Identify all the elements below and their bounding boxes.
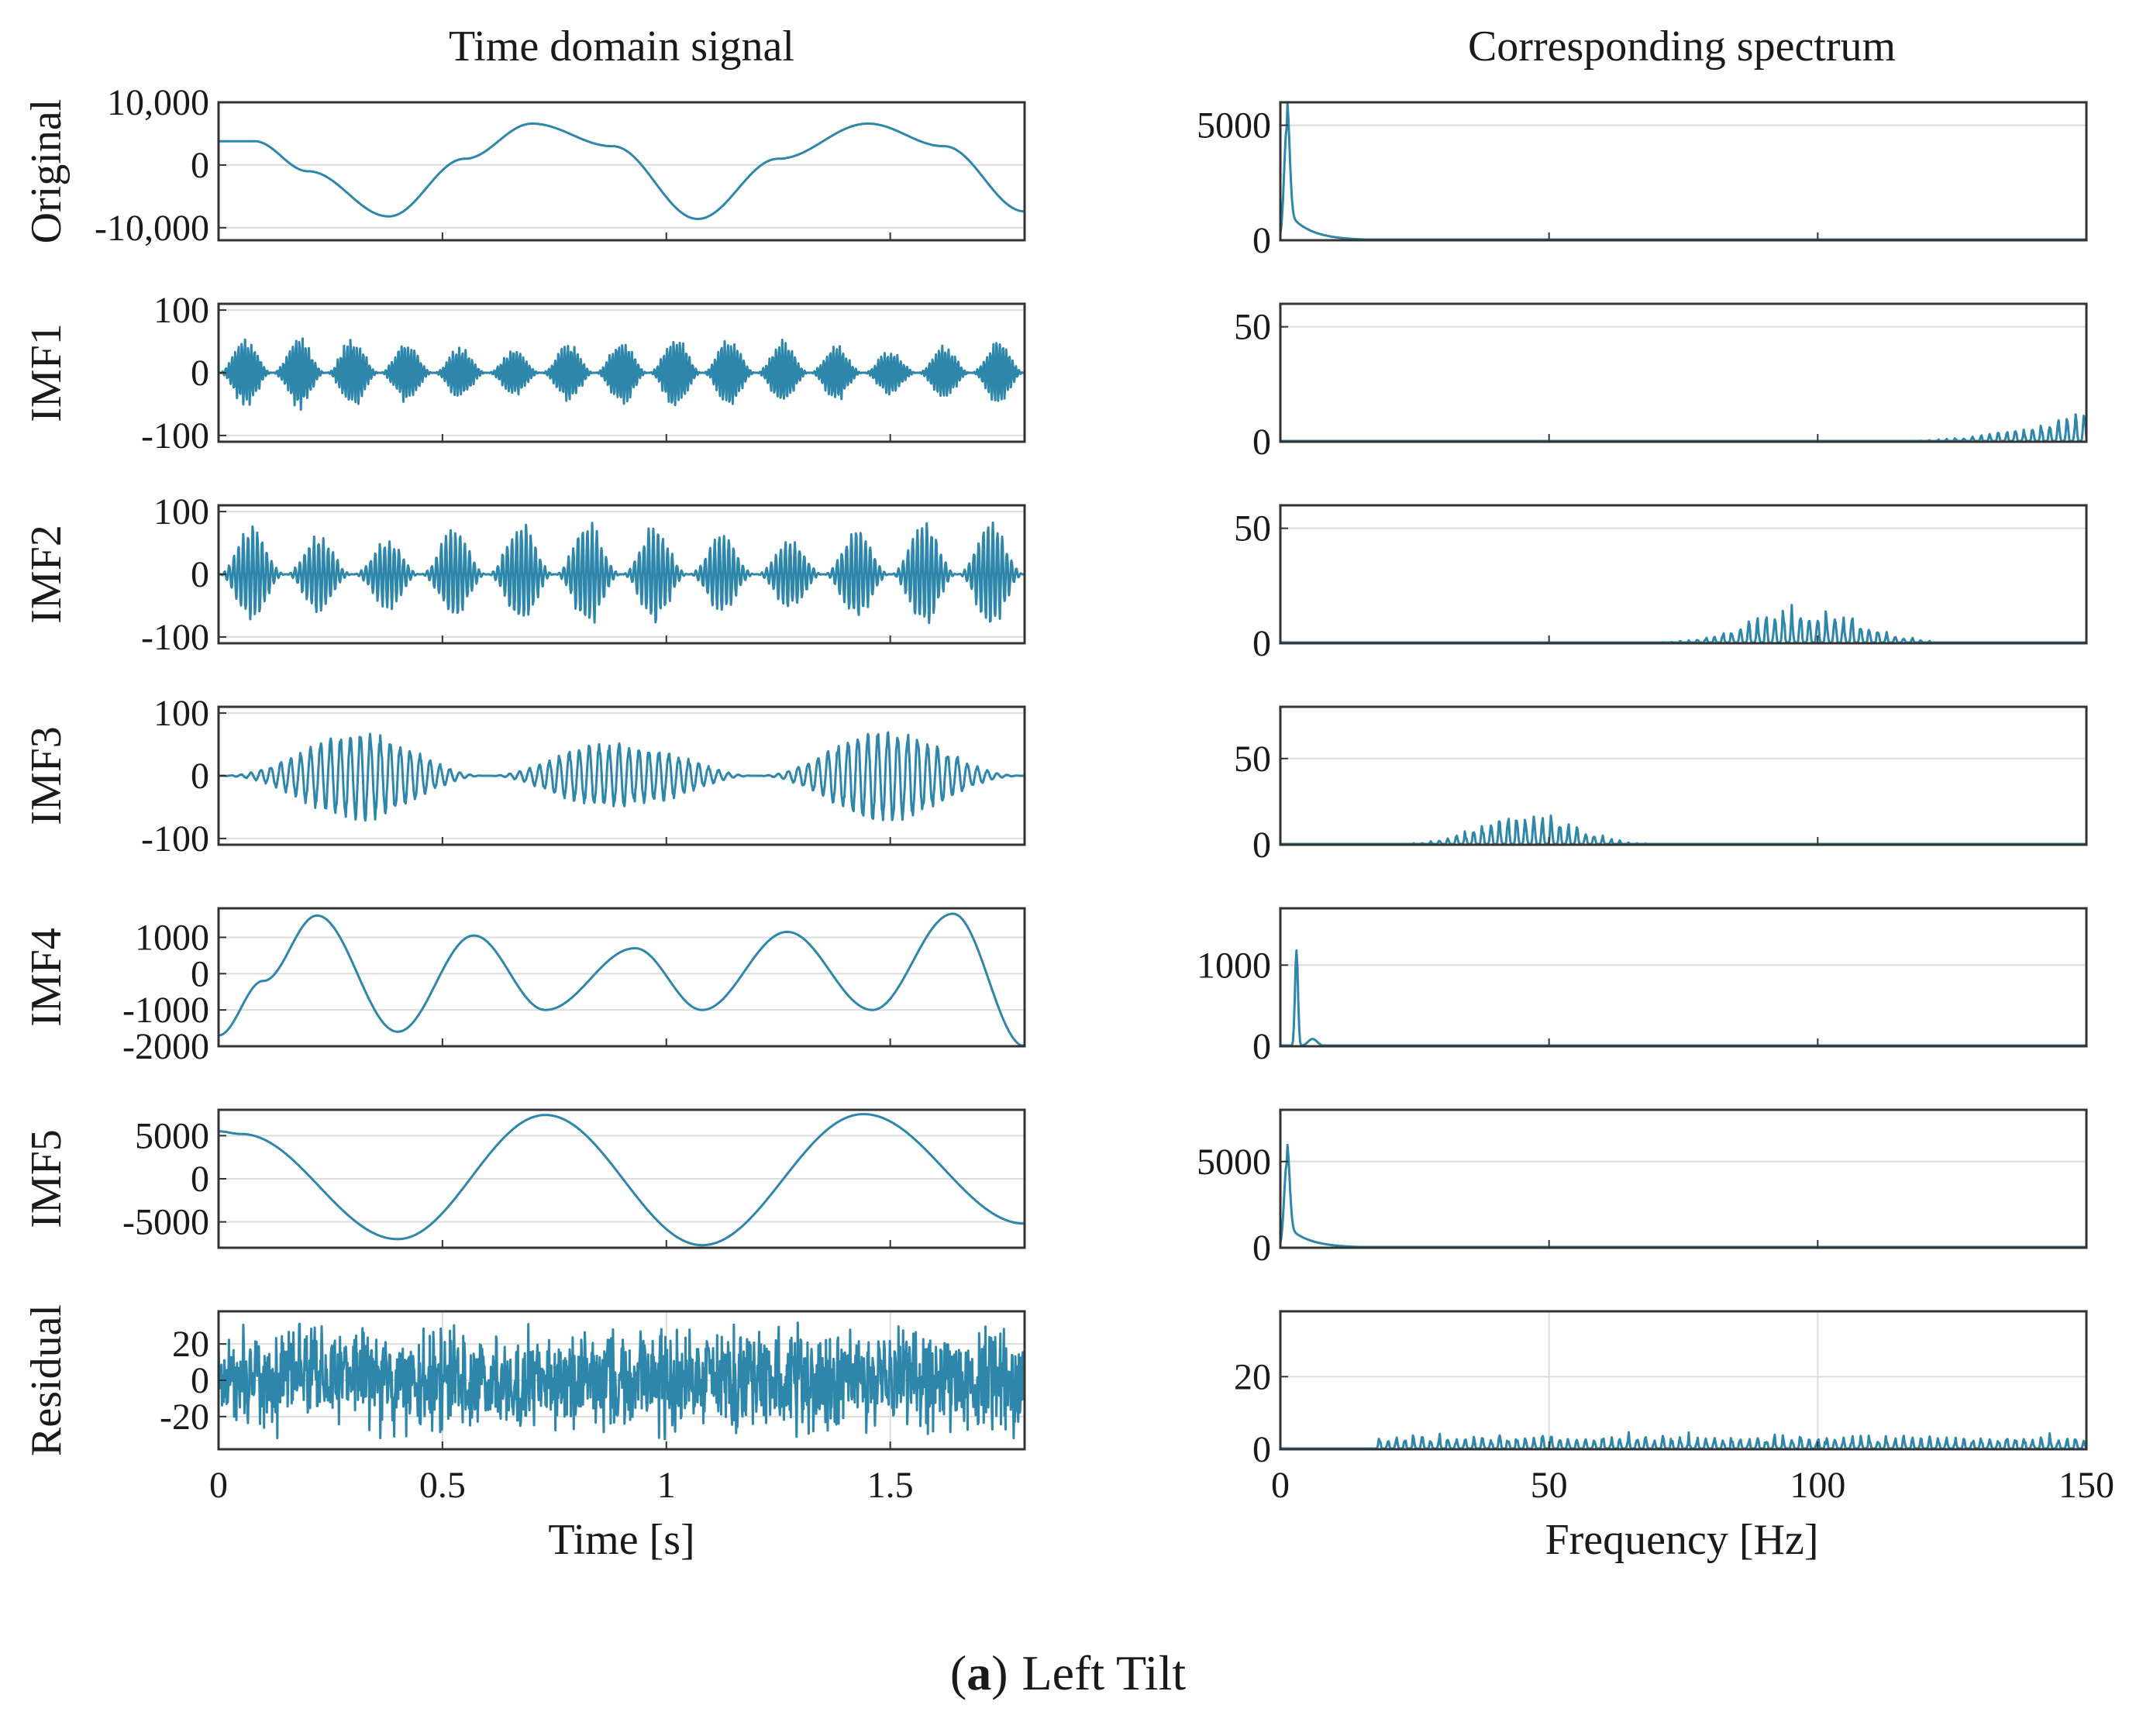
spectrum-imf3-ytick-label-0: 50 <box>1234 739 1271 780</box>
time-xtick-label-1: 0.5 <box>419 1465 466 1506</box>
spectrum-panel-imf4: 1000 0 <box>1197 907 2088 1067</box>
row-label-imf1: IMF1 <box>22 323 71 422</box>
time-residual-ytick-label-0: 20 <box>172 1324 209 1365</box>
time-xtick-label-3: 1.5 <box>867 1465 914 1506</box>
time-imf1-series-line <box>218 337 1025 411</box>
spectrum-imf3-axes-frame <box>1279 705 2088 846</box>
spectrum-original-axes-frame <box>1279 101 2088 242</box>
spectrum-imf5-axes-frame <box>1279 1108 2088 1249</box>
spectrum-residual-axes-frame <box>1279 1310 2088 1451</box>
time-panel-imf3: 100 0 -100 IMF3 <box>22 693 1026 859</box>
time-residual-ytick-label-1: 0 <box>191 1360 209 1401</box>
spectrum-xtick-label-1: 50 <box>1531 1465 1568 1506</box>
row-label-imf3: IMF3 <box>22 726 71 825</box>
time-imf2-ytick-label-0: 100 <box>153 491 209 532</box>
spectrum-residual-ytick-label-0: 20 <box>1234 1356 1271 1397</box>
caption-text: Left Tilt <box>1022 1645 1187 1700</box>
time-imf2-ytick-label-1: 0 <box>191 554 209 595</box>
time-imf4-axes-frame <box>217 907 1026 1048</box>
time-imf5-series-line <box>218 1113 1025 1247</box>
time-xtick-label-2: 1 <box>657 1465 676 1506</box>
time-imf4-ytick-label-2: -1000 <box>122 990 209 1031</box>
spectrum-panel-imf1: 50 0 <box>1234 302 2088 463</box>
time-imf2-ytick-label-2: -100 <box>141 617 209 658</box>
row-label-imf2: IMF2 <box>22 525 71 624</box>
time-imf1-ytick-label-2: -100 <box>141 415 209 456</box>
time-imf1-ytick-label-1: 0 <box>191 353 209 394</box>
spectrum-xtick-label-2: 100 <box>1790 1465 1845 1506</box>
row-label-imf4: IMF4 <box>22 928 71 1027</box>
spectrum-imf2-series-line <box>1280 604 2087 644</box>
time-imf4-ytick-label-1: 0 <box>191 953 209 994</box>
spectrum-imf1-ytick-label-0: 50 <box>1234 307 1271 348</box>
spectrum-imf2-axes-frame <box>1279 504 2088 645</box>
spectrum-column-title: Corresponding spectrum <box>1468 22 1896 71</box>
caption-open-paren: ( <box>950 1645 966 1700</box>
spectrum-original-series-line <box>1279 102 2087 241</box>
time-x-axis-label: Time [s] <box>548 1516 694 1564</box>
spectrum-imf4-ytick-label-0: 1000 <box>1197 945 1271 986</box>
time-original-axes-frame <box>217 101 1026 242</box>
time-imf3-ytick-label-0: 100 <box>153 693 209 734</box>
spectrum-imf4-axes-frame <box>1279 907 2088 1048</box>
spectrum-imf5-series-line <box>1279 1143 2087 1249</box>
time-imf4-ytick-label-0: 1000 <box>135 917 209 958</box>
spectrum-panel-imf5: 5000 0 <box>1197 1108 2088 1269</box>
caption-close-paren: ) <box>991 1645 1008 1700</box>
spectrum-imf1-axes-frame <box>1279 302 2088 443</box>
row-label-imf5: IMF5 <box>22 1129 71 1228</box>
time-original-ytick-label-1: 0 <box>191 145 209 186</box>
spectrum-panel-imf3: 50 0 <box>1234 705 2088 866</box>
spectrum-residual-series-line <box>1280 1431 2088 1450</box>
spectrum-imf3-series-line <box>1280 815 2087 846</box>
spectrum-imf3-ytick-label-1: 0 <box>1252 825 1271 866</box>
spectrum-imf1-series-line <box>1280 413 2088 443</box>
figure-caption: (a) Left Tilt <box>950 1645 1186 1700</box>
caption-letter: a <box>966 1645 991 1700</box>
spectrum-xtick-label-0: 0 <box>1271 1465 1290 1506</box>
time-imf2-series-line <box>218 521 1025 625</box>
time-original-series-line <box>218 122 1025 220</box>
time-residual-series-line <box>217 1321 1026 1441</box>
spectrum-imf5-ytick-label-0: 5000 <box>1197 1142 1271 1183</box>
time-imf5-ytick-label-1: 0 <box>191 1159 209 1200</box>
spectrum-panel-original: 5000 0 <box>1197 101 2088 261</box>
time-original-ytick-label-0: 10,000 <box>107 82 209 123</box>
time-xtick-label-0: 0 <box>209 1465 228 1506</box>
time-imf5-ytick-label-0: 5000 <box>135 1115 209 1156</box>
time-original-ytick-label-2: -10,000 <box>95 208 209 249</box>
spectrum-original-ytick-label-0: 5000 <box>1197 105 1271 146</box>
time-panel-original: 10,000 0 -10,000 Original <box>22 82 1026 249</box>
spectrum-imf1-ytick-label-1: 0 <box>1252 422 1271 463</box>
spectrum-panel-residual: 20 00 50 100 150 <box>1234 1310 2114 1506</box>
time-imf3-series-line <box>218 731 1025 822</box>
time-imf3-ytick-label-1: 0 <box>191 756 209 797</box>
time-imf5-ytick-label-2: -5000 <box>122 1202 209 1243</box>
spectrum-imf5-ytick-label-1: 0 <box>1252 1228 1271 1269</box>
time-imf1-ytick-label-0: 100 <box>153 290 209 331</box>
spectrum-imf2-ytick-label-1: 0 <box>1252 623 1271 664</box>
spectrum-panel-imf2: 50 0 <box>1234 504 2088 664</box>
spectrum-imf4-ytick-label-1: 0 <box>1252 1026 1271 1067</box>
spectrum-xtick-label-3: 150 <box>2058 1465 2114 1506</box>
time-panel-imf1: 100 0 -100 IMF1 <box>22 290 1026 456</box>
spectrum-original-ytick-label-1: 0 <box>1252 220 1271 261</box>
row-label-residual: Residual <box>22 1304 71 1456</box>
time-panel-imf2: 100 0 -100 IMF2 <box>22 491 1026 658</box>
time-residual-ytick-label-2: -20 <box>160 1397 209 1438</box>
spectrum-x-axis-label: Frequency [Hz] <box>1545 1516 1819 1564</box>
time-imf4-series-line <box>218 912 1025 1047</box>
time-column-title: Time domain signal <box>449 22 794 71</box>
row-label-original: Original <box>22 99 71 244</box>
spectrum-imf2-ytick-label-0: 50 <box>1234 508 1271 549</box>
time-imf4-ytick-label-3: -2000 <box>122 1026 209 1067</box>
time-imf3-ytick-label-2: -100 <box>141 818 209 859</box>
spectrum-residual-ytick-label-1: 0 <box>1252 1429 1271 1470</box>
